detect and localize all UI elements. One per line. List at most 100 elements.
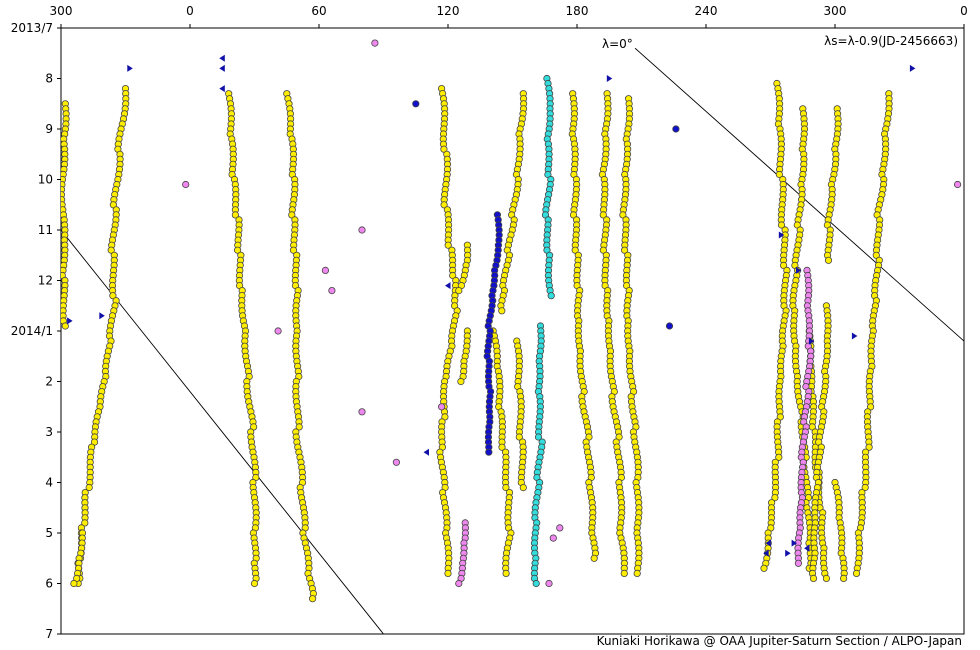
data-point — [234, 246, 242, 254]
data-point-triangle — [219, 64, 225, 72]
data-point — [392, 458, 400, 466]
data-point-triangle — [67, 317, 73, 325]
data-point — [308, 595, 317, 603]
data-point — [556, 524, 564, 532]
data-point — [109, 292, 117, 300]
data-point — [289, 246, 298, 254]
x-tick-label: 0 — [960, 4, 968, 18]
data-point-triangle — [851, 332, 858, 340]
data-point — [620, 246, 629, 254]
data-point-triangle — [909, 64, 916, 72]
y-tick-label: 2013/7 — [11, 21, 53, 35]
data-point — [534, 433, 543, 441]
x-tick-label: 300 — [50, 4, 73, 18]
y-axis-ticks: 2013/7 8 9 10 11 12 2014/1 2 3 4 5 6 7 — [11, 21, 61, 641]
x-tick-label: 180 — [566, 4, 589, 18]
data-point-triangle — [795, 266, 802, 274]
data-point — [70, 579, 78, 588]
data-point — [231, 211, 239, 219]
data-point — [502, 569, 510, 578]
y-tick-label: 11 — [38, 223, 53, 237]
data-point — [771, 493, 779, 502]
data-point-triangle — [763, 549, 769, 557]
data-point — [85, 483, 93, 492]
data-point — [545, 579, 553, 588]
x-tick-label: 0 — [186, 4, 194, 18]
data-point-triangle — [99, 312, 105, 320]
data-point — [485, 448, 493, 456]
data-point-triangle — [219, 85, 225, 93]
data-point — [371, 39, 379, 47]
data-point — [455, 286, 463, 295]
x-axis-ticks: 300 0 60 120 180 240 300 0 — [50, 4, 968, 28]
data-point-triangle — [785, 549, 791, 557]
data-point — [760, 564, 768, 572]
data-point-triangle — [606, 75, 613, 82]
lambda-zero-label: λ=0° — [602, 37, 633, 51]
data-point — [532, 579, 540, 588]
data-point-triangle — [219, 54, 225, 62]
data-point-triangle — [808, 337, 815, 345]
data-point — [824, 256, 833, 264]
data-point — [861, 483, 869, 492]
x-tick-label: 120 — [437, 4, 460, 18]
data-point — [633, 569, 641, 578]
data-point — [839, 574, 848, 583]
data-point — [775, 170, 784, 179]
y-tick-label: 6 — [45, 577, 53, 591]
data-point — [953, 180, 962, 189]
y-tick-label: 5 — [45, 526, 53, 540]
data-point — [444, 569, 452, 578]
data-point — [81, 519, 89, 527]
data-point — [865, 443, 873, 451]
data-point — [498, 443, 506, 451]
data-point — [777, 221, 786, 229]
data-point — [571, 246, 579, 254]
y-tick-label: 8 — [45, 72, 53, 86]
data-point — [498, 307, 506, 315]
data-point — [547, 292, 555, 300]
data-point — [775, 453, 783, 461]
data-point — [444, 241, 452, 249]
x-tick-label: 60 — [311, 4, 326, 18]
x-tick-label: 240 — [695, 4, 718, 18]
data-point — [779, 261, 788, 269]
data-point — [182, 180, 190, 189]
data-point — [328, 286, 336, 295]
y-tick-label: 4 — [45, 476, 53, 490]
data-point — [107, 246, 115, 254]
data-point — [321, 266, 329, 274]
data-point — [502, 483, 510, 492]
data-point — [61, 322, 69, 330]
data-point-triangle — [445, 282, 451, 290]
data-points — [61, 39, 962, 603]
data-point-triangle — [778, 231, 785, 239]
data-point — [519, 483, 527, 492]
data-point — [672, 125, 680, 133]
data-point-triangle — [765, 539, 771, 547]
data-point — [295, 423, 303, 431]
data-point — [809, 574, 818, 583]
data-point — [457, 377, 465, 386]
data-point — [455, 579, 463, 588]
y-tick-label: 12 — [38, 274, 53, 288]
data-point-triangle — [804, 544, 810, 552]
data-point — [250, 579, 259, 588]
system-note-label: λs=λ-0.9(JD-2456663) — [824, 34, 958, 48]
data-point — [412, 100, 420, 108]
data-point — [590, 554, 598, 562]
data-point — [620, 569, 628, 578]
chart-credit: Kuniaki Horikawa @ OAA Jupiter-Saturn Se… — [596, 634, 962, 648]
y-tick-label: 2 — [45, 375, 53, 389]
y-tick-label: 9 — [45, 122, 53, 136]
data-point-triangle — [791, 539, 798, 547]
data-point — [794, 559, 803, 567]
data-point — [665, 322, 674, 330]
data-point — [274, 327, 282, 335]
data-point — [358, 226, 366, 234]
data-point — [549, 534, 557, 542]
data-point — [822, 574, 831, 583]
data-point — [358, 408, 366, 416]
data-point — [437, 403, 446, 411]
